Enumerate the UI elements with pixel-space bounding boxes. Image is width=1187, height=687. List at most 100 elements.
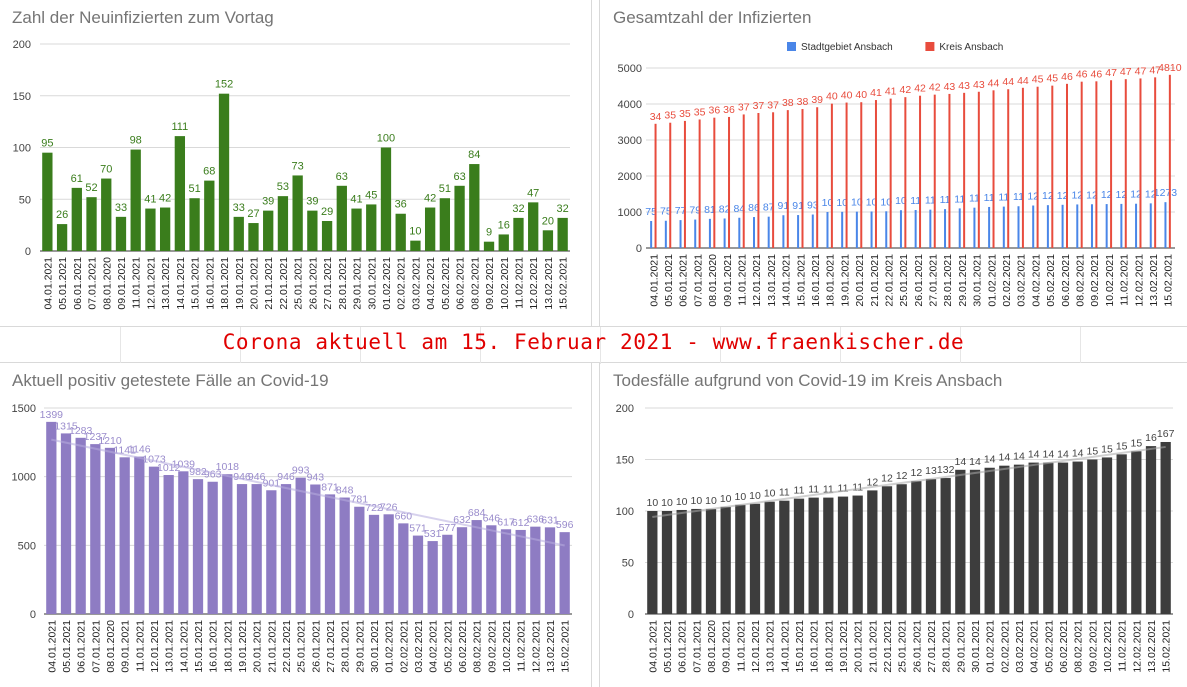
x-tick-label: 01.02.2021 — [381, 257, 393, 310]
bar — [816, 107, 819, 249]
bar — [530, 526, 541, 614]
bar — [753, 217, 756, 248]
data-label: 51 — [439, 183, 451, 195]
x-tick-label: 05.02.2021 — [1045, 254, 1057, 307]
x-tick-label: 12.01.2021 — [751, 254, 763, 307]
bar — [1135, 203, 1138, 248]
x-tick-label: 28.01.2021 — [942, 254, 954, 307]
x-tick-label: 06.02.2021 — [455, 257, 467, 310]
y-tick-label: 200 — [13, 39, 31, 51]
bar — [1021, 87, 1024, 248]
data-label: 33 — [233, 202, 245, 214]
bar — [852, 495, 863, 614]
x-tick-label: 10.02.2021 — [1104, 254, 1116, 307]
bar — [354, 506, 365, 614]
data-label: 63 — [336, 171, 348, 183]
bar — [757, 113, 760, 248]
data-label: 37 — [753, 100, 765, 112]
data-label: 10 — [676, 496, 688, 508]
data-label: 29 — [321, 206, 333, 218]
data-label: 11 — [823, 484, 834, 496]
data-label: 37 — [738, 101, 750, 113]
bar — [471, 520, 482, 614]
bar — [963, 92, 966, 248]
x-tick-label: 20.01.2021 — [248, 257, 260, 310]
data-label: 40 — [826, 91, 838, 103]
x-tick-label: 02.02.2021 — [999, 620, 1011, 673]
data-label: 12 — [1145, 188, 1157, 200]
x-tick-label: 04.02.2021 — [425, 257, 437, 310]
x-tick-label: 29.01.2021 — [957, 254, 969, 307]
bar — [1116, 454, 1127, 614]
data-label: 10 — [749, 490, 761, 502]
data-label: 14 — [998, 452, 1010, 464]
x-tick-label: 06.02.2021 — [1060, 254, 1072, 307]
x-tick-label: 12.02.2021 — [528, 257, 540, 310]
bar — [874, 100, 877, 248]
bar — [456, 527, 468, 614]
x-tick-label: 09.02.2021 — [484, 257, 496, 310]
bar — [664, 220, 667, 248]
bar — [650, 221, 653, 248]
data-label: 10 — [409, 226, 421, 238]
data-label: 1399 — [40, 409, 64, 421]
data-label: 43 — [944, 81, 956, 93]
bar — [1028, 462, 1039, 614]
data-label: 93 — [807, 200, 819, 212]
data-label: 11 — [1013, 191, 1024, 203]
bar — [42, 152, 53, 251]
data-label: 111 — [171, 121, 188, 133]
y-tick-label: 4000 — [618, 99, 642, 111]
bar — [860, 102, 863, 248]
data-label: 871 — [321, 481, 339, 493]
x-tick-label: 11.02.2021 — [516, 620, 528, 672]
bar — [764, 501, 775, 614]
data-label: 84 — [733, 203, 745, 215]
chart-title: Gesamtzahl der Infizierten — [613, 8, 812, 27]
x-tick-label: 06.02.2021 — [457, 620, 469, 673]
data-label: 38 — [782, 97, 794, 109]
x-tick-label: 02.02.2021 — [398, 620, 410, 673]
bar — [1090, 204, 1093, 248]
bar — [1017, 206, 1020, 248]
data-label: 12 — [1027, 191, 1039, 203]
bar — [904, 97, 907, 248]
data-label: 15 — [1086, 446, 1098, 458]
divider — [599, 363, 600, 687]
data-label: 44 — [1002, 76, 1014, 88]
data-label: 53 — [277, 181, 289, 193]
x-tick-label: 03.02.2021 — [410, 257, 422, 310]
bar — [713, 117, 716, 249]
data-label: 47 — [1149, 64, 1161, 76]
bar — [513, 217, 524, 251]
bar — [940, 478, 951, 614]
x-tick-label: 18.01.2021 — [825, 254, 837, 307]
x-tick-label: 15.01.2021 — [794, 620, 806, 673]
bar — [266, 490, 277, 614]
bar — [204, 180, 215, 251]
bar — [911, 481, 922, 614]
x-tick-label: 15.01.2021 — [193, 620, 205, 673]
x-tick-label: 20.01.2021 — [854, 254, 866, 307]
x-tick-label: 08.02.2021 — [1074, 254, 1086, 307]
x-tick-label: 25.01.2021 — [293, 257, 305, 310]
bar — [793, 498, 805, 614]
bar — [811, 214, 814, 248]
bar — [398, 523, 409, 614]
data-label: 91 — [778, 200, 790, 212]
data-label: 10 — [646, 497, 658, 509]
bar — [469, 164, 480, 251]
bar — [1057, 462, 1069, 614]
x-tick-label: 04.02.2021 — [428, 620, 440, 673]
data-label: 14 — [984, 454, 996, 466]
y-tick-label: 100 — [616, 506, 634, 518]
bar — [251, 484, 262, 614]
banner-text: Corona aktuell am 15. Februar 2021 - www… — [222, 330, 965, 354]
data-label: 32 — [512, 203, 524, 215]
x-tick-label: 12.01.2021 — [750, 620, 762, 673]
bar — [647, 511, 658, 614]
x-tick-label: 05.02.2021 — [1043, 620, 1055, 673]
data-label: 41 — [885, 86, 897, 98]
x-tick-label: 29.01.2021 — [354, 620, 366, 673]
bar — [383, 514, 394, 614]
